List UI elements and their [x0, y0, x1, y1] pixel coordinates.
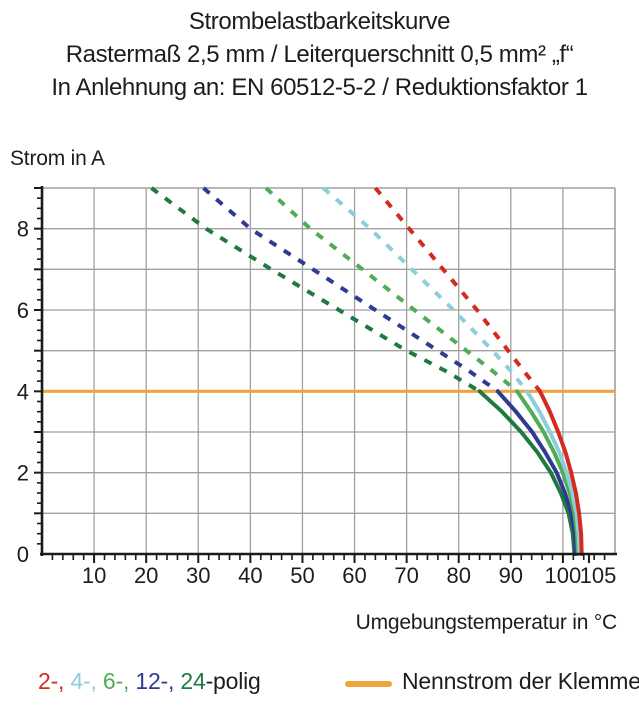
y-tick-label-2: 2: [17, 461, 29, 486]
y-ticks: [34, 187, 41, 545]
curve-2-polig-dashed: [373, 186, 542, 393]
title-line-2: Rastermaß 2,5 mm / Leiterquerschnitt 0,5…: [65, 41, 574, 68]
y-tick-label-6: 6: [17, 298, 29, 323]
rated-current-label: Nennstrom der Klemme: [402, 668, 639, 694]
curve-2-polig-solid: [538, 389, 584, 556]
gridlines: [42, 188, 615, 554]
y-axis-title: Strom in A: [10, 147, 105, 170]
x-tick-label-90: 90: [499, 563, 523, 588]
x-tick-label-70: 70: [394, 563, 418, 588]
y-tick-label-0: 0: [17, 542, 29, 567]
legend-pole-counts: 2-, 4-, 6-, 12-, 24-polig: [38, 668, 261, 695]
x-tick-label-100: 100: [545, 563, 582, 588]
y-tick-labels: 0 2 4 6 8: [17, 217, 29, 567]
x-tick-label-30: 30: [186, 563, 210, 588]
x-tick-label-20: 20: [134, 563, 158, 588]
x-tick-label-50: 50: [290, 563, 314, 588]
x-tick-label-60: 60: [342, 563, 366, 588]
legend-pole-segment-9: -polig: [205, 668, 261, 694]
legend-pole-segment-0: 2-,: [38, 668, 65, 694]
curve-12-polig-dashed: [202, 186, 499, 393]
derating-curves: [150, 186, 584, 556]
legend-row: 2-, 4-, 6-, 12-, 24-polig Nennstrom der …: [0, 668, 639, 702]
curve-4-polig-solid: [525, 389, 582, 556]
curve-24-polig-dashed: [150, 186, 481, 394]
legend-pole-segment-2: 4-,: [70, 668, 97, 694]
x-axis-title: Umgebungstemperatur in °C: [355, 611, 618, 634]
curve-12-polig-solid: [495, 389, 578, 556]
curve-24-polig-solid: [477, 389, 577, 556]
x-tick-label-80: 80: [446, 563, 470, 588]
rated-current-swatch: [345, 681, 392, 687]
axes: [40, 186, 617, 556]
x-ticks: [51, 555, 606, 563]
x-tick-label-105: 105: [580, 563, 617, 588]
y-tick-label-8: 8: [17, 217, 29, 242]
title-line-3: In Anlehnung an: EN 60512-5-2 / Reduktio…: [51, 74, 588, 101]
title-line-1: Strombelastbarkeitskurve: [188, 8, 451, 35]
plot-frame: [42, 187, 616, 554]
chart-title-block: Strombelastbarkeitskurve Rastermaß 2,5 m…: [0, 5, 639, 104]
legend-pole-segment-8: 24: [180, 668, 206, 694]
x-tick-label-10: 10: [82, 563, 106, 588]
x-tick-label-40: 40: [238, 563, 262, 588]
curve-4-polig-dashed: [321, 186, 529, 393]
y-tick-label-4: 4: [17, 379, 29, 404]
legend-pole-segment-4: 6-,: [102, 668, 130, 694]
curve-6-polig-dashed: [264, 186, 519, 393]
legend-pole-segment-6: 12-,: [135, 668, 175, 694]
